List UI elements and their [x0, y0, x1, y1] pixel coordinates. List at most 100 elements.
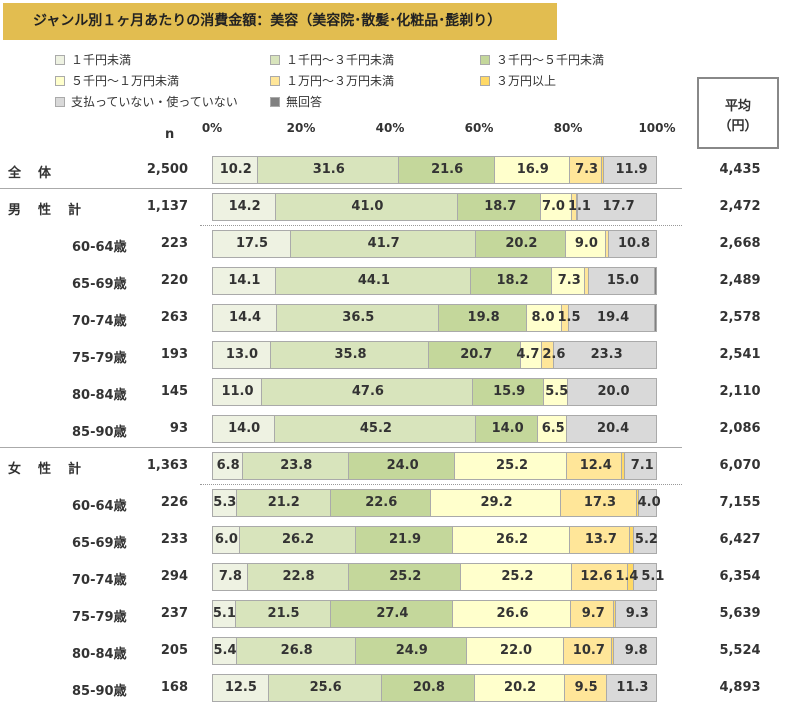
data-label: 4.0	[637, 495, 661, 510]
bar-segment	[604, 157, 658, 183]
mean-value: 2,110	[719, 384, 761, 399]
legend-item: 支払っていない・使っていない	[55, 93, 238, 110]
data-label: 5.2	[634, 532, 658, 547]
data-label: 14.0	[491, 421, 524, 436]
mean-value: 4,435	[719, 162, 761, 177]
mean-value: 4,893	[719, 680, 761, 695]
stacked-bar: 11.0 47.6 15.9 5.5 20.0	[212, 378, 657, 406]
stacked-bar: 14.1 44.1 18.2 7.3 15.0	[212, 267, 658, 295]
n-value: 226	[160, 495, 188, 510]
stacked-bar: 12.5 25.6 20.8 20.2 9.5 11.3	[212, 674, 657, 702]
bar-segment	[474, 675, 565, 701]
bar-segment	[565, 231, 606, 257]
bar-segment	[460, 564, 573, 590]
chart-row: 60-64歳 226 5.3 21.2 22.6 29.2 17.3 4.0 7,155	[0, 489, 790, 519]
stacked-bar: 5.4 26.8 24.9 22.0 10.7 9.8	[212, 637, 658, 665]
bar-segment	[611, 638, 614, 664]
bar-segment	[613, 638, 658, 664]
bar-segment	[542, 342, 554, 368]
data-label: 6.0	[214, 532, 238, 547]
data-label: 26.2	[496, 532, 529, 547]
bar-segment	[429, 342, 522, 368]
bar-segment	[552, 268, 585, 294]
bar-segment	[577, 194, 579, 220]
stacked-bar: 17.5 41.7 20.2 9.0 10.8	[212, 230, 657, 258]
chart-row: 60-64歳 223 17.5 41.7 20.2 9.0 10.8 2,668	[0, 230, 790, 260]
chart-row: 70-74歳 294 7.8 22.8 25.2 25.2 12.6 1.4 5.1 6,354	[0, 563, 790, 593]
chart-row: 65-69歳 233 6.0 26.2 21.9 26.2 13.7 5.2 6,427	[0, 526, 790, 556]
data-label: 12.4	[579, 458, 612, 473]
bar-segment	[355, 527, 454, 553]
bar-segment	[243, 453, 349, 479]
age-label: 60-64歳	[72, 240, 127, 255]
bar-segment	[439, 305, 527, 331]
bar-segment	[258, 157, 399, 183]
divider-dotted	[200, 225, 682, 226]
group-label: 男 性 計	[8, 203, 84, 218]
data-label: 5.4	[213, 643, 237, 658]
legend-swatch	[55, 96, 65, 107]
bar-segment	[655, 268, 658, 294]
stacked-bar: 14.4 36.5 19.8 8.0 1.5 19.4	[212, 304, 657, 332]
chart-row: 65-69歳 220 14.1 44.1 18.2 7.3 15.0 2,489	[0, 267, 790, 297]
n-value: 193	[160, 347, 188, 362]
bar-segment	[560, 490, 638, 516]
bar-segment	[605, 231, 610, 257]
data-label: 9.8	[624, 643, 648, 658]
bar-segment	[213, 638, 237, 664]
data-label: 14.1	[228, 273, 261, 288]
stacked-bar: 5.3 21.2 22.6 29.2 17.3 4.0	[212, 489, 661, 517]
bar-segment	[578, 194, 657, 220]
bar-segment	[453, 527, 570, 553]
chart-row: 女 性 計 1,363 6.8 23.8 24.0 25.2 12.4 7.1 6,070	[0, 452, 790, 482]
bar-segment	[330, 490, 431, 516]
stacked-bar: 10.2 31.6 21.6 16.9 7.3 11.9	[212, 156, 658, 184]
stacked-bar: 6.0 26.2 21.9 26.2 13.7 5.2	[212, 526, 658, 554]
bar-segment	[637, 490, 640, 516]
divider-dotted	[200, 484, 682, 485]
stacked-bar: 7.8 22.8 25.2 25.2 12.6 1.4 5.1	[212, 563, 664, 591]
age-label: 80-84歳	[72, 388, 127, 403]
legend-swatch	[270, 96, 280, 107]
bar-segment	[567, 453, 623, 479]
bar-segment	[213, 157, 259, 183]
bar-segment	[655, 305, 657, 331]
data-label: 24.0	[386, 458, 419, 473]
data-label: 8.0	[531, 310, 555, 325]
age-label: 60-64歳	[72, 499, 127, 514]
bar-segment	[471, 268, 553, 294]
data-label: 25.2	[501, 569, 534, 584]
bar-segment	[213, 675, 269, 701]
bar-segment	[622, 453, 626, 479]
legend-swatch	[55, 54, 65, 65]
bar-segment	[239, 527, 356, 553]
x-tick-label: 20%	[286, 121, 316, 135]
mean-value: 2,472	[719, 199, 761, 214]
legend-label: １千円～３千円未満	[286, 53, 395, 67]
stacked-bar: 13.0 35.8 20.7 4.7 2.6 23.3	[212, 341, 657, 369]
age-label: 70-74歳	[72, 314, 127, 329]
bar-segment	[213, 453, 244, 479]
mean-value: 2,668	[719, 236, 761, 251]
data-label: 47.6	[351, 384, 384, 399]
chart-row: 85-90歳 168 12.5 25.6 20.8 20.2 9.5 11.3 4,893	[0, 674, 790, 704]
age-label: 80-84歳	[72, 647, 127, 662]
legend-swatch	[270, 54, 280, 65]
data-label: 7.1	[630, 458, 654, 473]
n-value: 93	[169, 421, 188, 436]
bar-segment	[290, 231, 476, 257]
mean-value: 2,541	[719, 347, 761, 362]
bar-segment	[564, 638, 612, 664]
legend-label: 支払っていない・使っていない	[71, 95, 238, 109]
bar-segment	[609, 231, 657, 257]
bar-segment	[213, 379, 262, 405]
bar-segment	[639, 490, 657, 516]
group-label: 全 体	[8, 166, 54, 181]
bar-segment	[213, 194, 277, 220]
data-label: 9.7	[581, 606, 605, 621]
data-label: 16.9	[516, 162, 549, 177]
bar-segment	[276, 305, 439, 331]
data-label: 20.7	[460, 347, 493, 362]
bar-segment	[569, 157, 602, 183]
data-label: 22.8	[282, 569, 315, 584]
